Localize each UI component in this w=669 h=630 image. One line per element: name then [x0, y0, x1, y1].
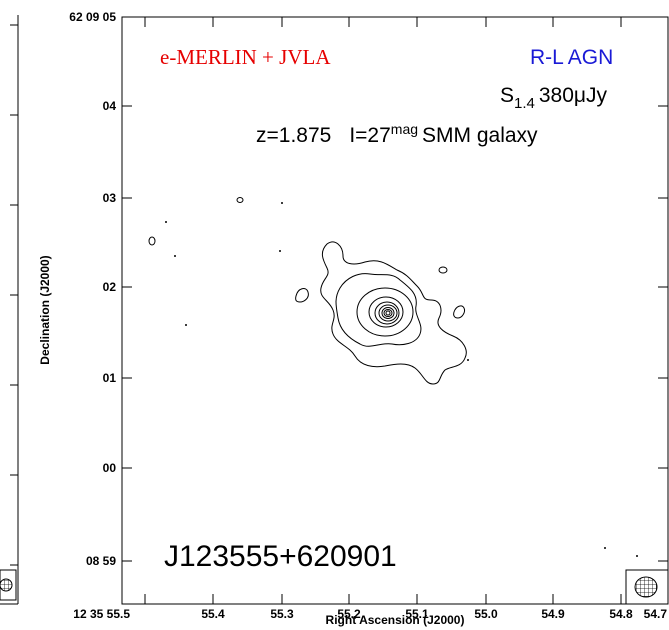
contours — [149, 198, 638, 558]
flux-symbol: S — [500, 84, 514, 107]
class-tag: R-L AGN — [530, 46, 613, 69]
y-tick-label: 01 — [103, 371, 117, 385]
panel-title: e-MERLIN + JVLA — [160, 45, 331, 69]
source-name: J123555+620901 — [164, 540, 397, 573]
x-tick-label: 55.4 — [201, 607, 225, 621]
flux-sub: 1.4 — [514, 95, 535, 112]
y-tick-label: 02 — [103, 280, 117, 294]
y-tick-label: 08 59 — [86, 554, 116, 568]
x-tick-label: 55.3 — [270, 607, 294, 621]
beam — [626, 570, 668, 604]
mag-suffix: SMM galaxy — [422, 124, 538, 147]
x-tick-label: 54.7 — [644, 607, 668, 621]
y-ticks: 62 09 05 04 03 02 01 00 08 59 — [69, 10, 116, 568]
y-axis-title: Declination (J2000) — [38, 255, 52, 364]
x-tick-label: 55.0 — [474, 607, 498, 621]
figure: 62 09 05 04 03 02 01 00 08 59 12 35 55.5… — [0, 0, 669, 630]
redshift: z=1.875 — [256, 124, 331, 147]
x-tick-label: 12 35 55.5 — [73, 607, 130, 621]
x-tick-label: 54.9 — [541, 607, 565, 621]
x-axis-title: Right Ascension (J2000) — [326, 613, 465, 627]
x-tick-label: 54.8 — [609, 607, 633, 621]
y-tick-label: 03 — [103, 191, 117, 205]
neighbor-panel — [0, 15, 18, 604]
y-tick-label: 04 — [103, 99, 117, 113]
mag-prefix: I=27 — [349, 124, 390, 147]
y-tick-label: 00 — [103, 461, 117, 475]
y-tick-label: 62 09 05 — [69, 10, 116, 24]
flux-value: 380μJy — [539, 84, 608, 107]
mag-sup: mag — [391, 121, 418, 137]
